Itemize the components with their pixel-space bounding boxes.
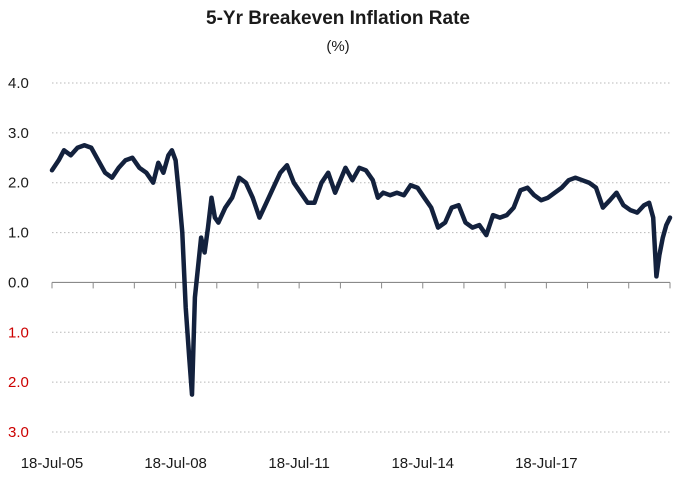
y-tick-label: 2.0: [8, 175, 29, 192]
x-axis-tick-labels: 18-Jul-05 18-Jul-08 18-Jul-11 18-Jul-14 18-J…: [21, 455, 578, 472]
y-axis-tick-labels: 4.0 3.0 2.0 1.0 0.0 1.0 2.0 3.0: [8, 75, 29, 441]
y-tick-label: 1.0: [8, 225, 29, 242]
y-tick-label: 0.0: [8, 274, 29, 291]
y-tick-label: 1.0: [8, 324, 29, 341]
x-tick-label: 18-Jul-14: [391, 455, 454, 472]
x-tick-label: 18-Jul-17: [515, 455, 578, 472]
series-layer: [49, 143, 673, 397]
chart-subtitle: (%): [326, 38, 350, 55]
chart-title: 5-Yr Breakeven Inflation Rate: [206, 8, 470, 29]
series-line: [49, 143, 673, 397]
gridlines: [52, 82, 670, 433]
x-tick-label: 18-Jul-08: [144, 455, 207, 472]
x-tick-label: 18-Jul-11: [268, 455, 329, 472]
y-tick-label: 3.0: [8, 125, 29, 142]
y-tick-label: 2.0: [8, 374, 29, 391]
y-tick-label: 3.0: [8, 424, 29, 441]
x-axis: [51, 281, 671, 289]
y-tick-label: 4.0: [8, 75, 29, 92]
x-tick-label: 18-Jul-05: [21, 455, 84, 472]
